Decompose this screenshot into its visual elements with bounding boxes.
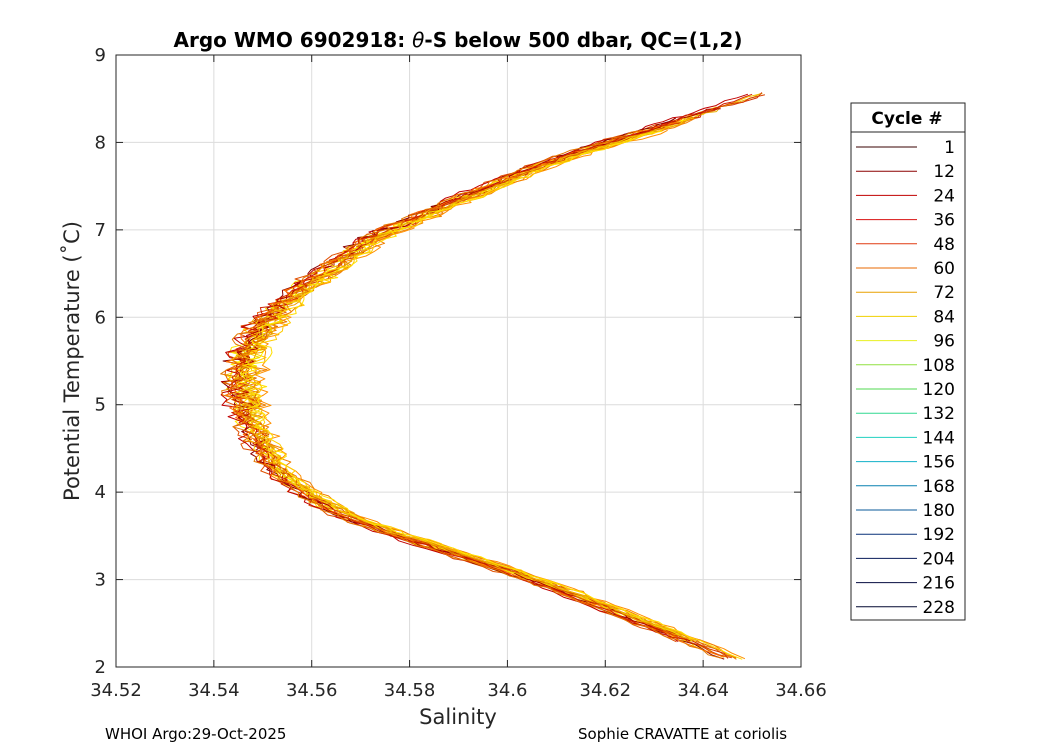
y-tick-label: 9	[95, 45, 106, 66]
profile-line	[228, 93, 763, 658]
legend-label: 24	[933, 186, 955, 206]
x-tick-label: 34.56	[286, 680, 338, 701]
legend-label: 48	[933, 235, 955, 255]
legend-label: 72	[933, 283, 955, 303]
profile-line	[244, 117, 737, 658]
chart-title-prefix: Argo WMO 6902918:	[174, 28, 413, 52]
plot-frame	[115, 54, 802, 668]
grid-lines	[116, 55, 801, 667]
chart-title: Argo WMO 6902918: θ-S below 500 dbar, QC…	[174, 28, 743, 52]
profile-line	[235, 118, 695, 641]
chart-title-symbol: θ	[412, 28, 424, 52]
x-tick-label: 34.58	[384, 680, 436, 701]
legend-label: 108	[923, 356, 955, 376]
legend-label: 36	[933, 211, 955, 231]
footer-left: WHOI Argo:29-Oct-2025	[105, 725, 287, 743]
legend-label: 84	[933, 307, 955, 327]
y-axis-label: Potential Temperature (˚C)	[60, 221, 84, 501]
profile-line	[235, 93, 761, 642]
y-axis-ticks: 2 3 4 5 6 7 8 9	[95, 45, 801, 678]
footer-right: Sophie CRAVATTE at coriolis	[578, 725, 788, 743]
x-tick-label: 34.52	[90, 680, 142, 701]
legend-label: 60	[933, 259, 955, 279]
legend-label: 120	[923, 380, 955, 400]
x-axis-label: Salinity	[419, 705, 497, 729]
y-tick-label: 7	[95, 220, 106, 241]
y-tick-label: 2	[95, 657, 106, 678]
legend-entries: 1 12 24 36 48 60 72 84 96 108 120 132 144 156 168 180 19…	[856, 138, 955, 618]
legend-label: 168	[923, 477, 955, 497]
legend-label: 204	[923, 549, 955, 569]
chart-title-suffix: -S below 500 dbar, QC=(1,2)	[424, 28, 742, 52]
legend-label: 96	[933, 332, 955, 352]
legend-label: 228	[923, 598, 955, 618]
legend: Cycle # 1 12 24 36 48 60 72 84 96 108 120 132 144 156…	[850, 102, 966, 621]
legend-label: 1	[944, 138, 955, 158]
legend-label: 12	[933, 162, 955, 182]
profile-line	[224, 106, 724, 658]
legend-label: 156	[923, 453, 955, 473]
legend-title: Cycle #	[871, 109, 942, 129]
profile-line	[234, 119, 737, 659]
x-tick-label: 34.66	[775, 680, 827, 701]
x-tick-label: 34.62	[580, 680, 632, 701]
profile-line	[238, 117, 737, 660]
x-tick-label: 34.54	[188, 680, 240, 701]
legend-label: 180	[923, 501, 955, 521]
x-tick-label: 34.6	[487, 680, 527, 701]
legend-label: 192	[923, 525, 955, 545]
y-tick-label: 4	[95, 482, 106, 503]
profile-line	[242, 130, 743, 660]
profile-line	[230, 93, 753, 640]
profile-line	[231, 129, 689, 640]
legend-label: 132	[923, 404, 955, 424]
profile-line	[242, 117, 697, 643]
legend-label: 216	[923, 574, 955, 594]
legend-label: 144	[923, 428, 955, 448]
y-tick-label: 3	[95, 570, 106, 591]
y-tick-label: 5	[95, 395, 106, 416]
y-tick-label: 6	[95, 307, 106, 328]
x-tick-label: 34.64	[677, 680, 729, 701]
profile-line	[220, 129, 723, 659]
x-axis-ticks: 34.52 34.54 34.56 34.58 34.6 34.62 34.64 34.66	[90, 55, 827, 701]
profile-line	[234, 129, 692, 642]
y-tick-label: 8	[95, 132, 106, 153]
profile-lines	[220, 92, 766, 660]
